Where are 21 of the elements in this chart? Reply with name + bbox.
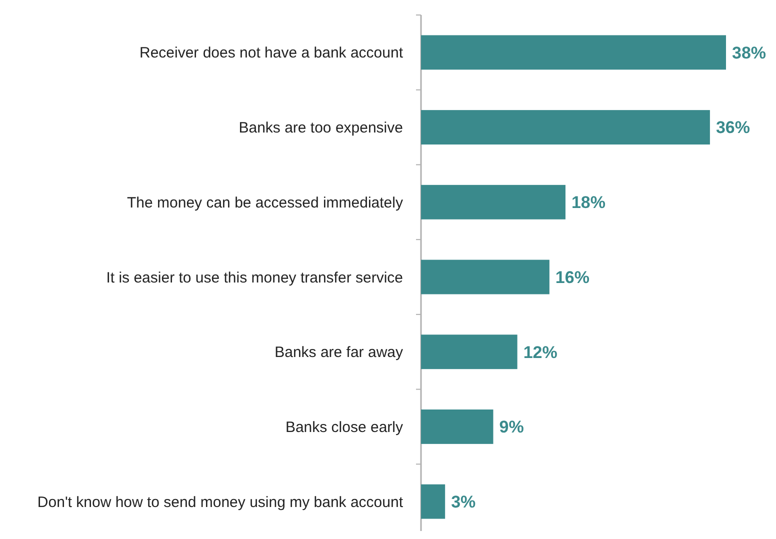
data-label: 3% (451, 492, 476, 512)
data-label: 36% (716, 118, 750, 138)
data-label: 16% (555, 268, 590, 287)
bar (421, 484, 446, 519)
y-tick-label: The money can be accessed immediately (127, 194, 404, 212)
y-tick-label: It is easier to use this money transfer service (106, 269, 403, 286)
y-tick-label: Receiver does not have a bank account (139, 44, 404, 62)
bar (421, 260, 550, 294)
data-label: 18% (571, 193, 606, 212)
bar (421, 184, 566, 220)
bar (421, 409, 494, 444)
y-tick-label: Banks are too expensive (238, 120, 403, 137)
bar (421, 334, 518, 370)
data-label: 9% (499, 418, 524, 437)
bar (421, 35, 726, 70)
data-label: 38% (732, 43, 766, 62)
bar (421, 110, 710, 145)
y-tick-label: Banks are far away (274, 344, 404, 362)
data-label: 12% (523, 342, 558, 362)
y-tick-label: Don't know how to send money using my bank account (37, 494, 404, 511)
y-tick-label: Banks close early (285, 418, 404, 436)
